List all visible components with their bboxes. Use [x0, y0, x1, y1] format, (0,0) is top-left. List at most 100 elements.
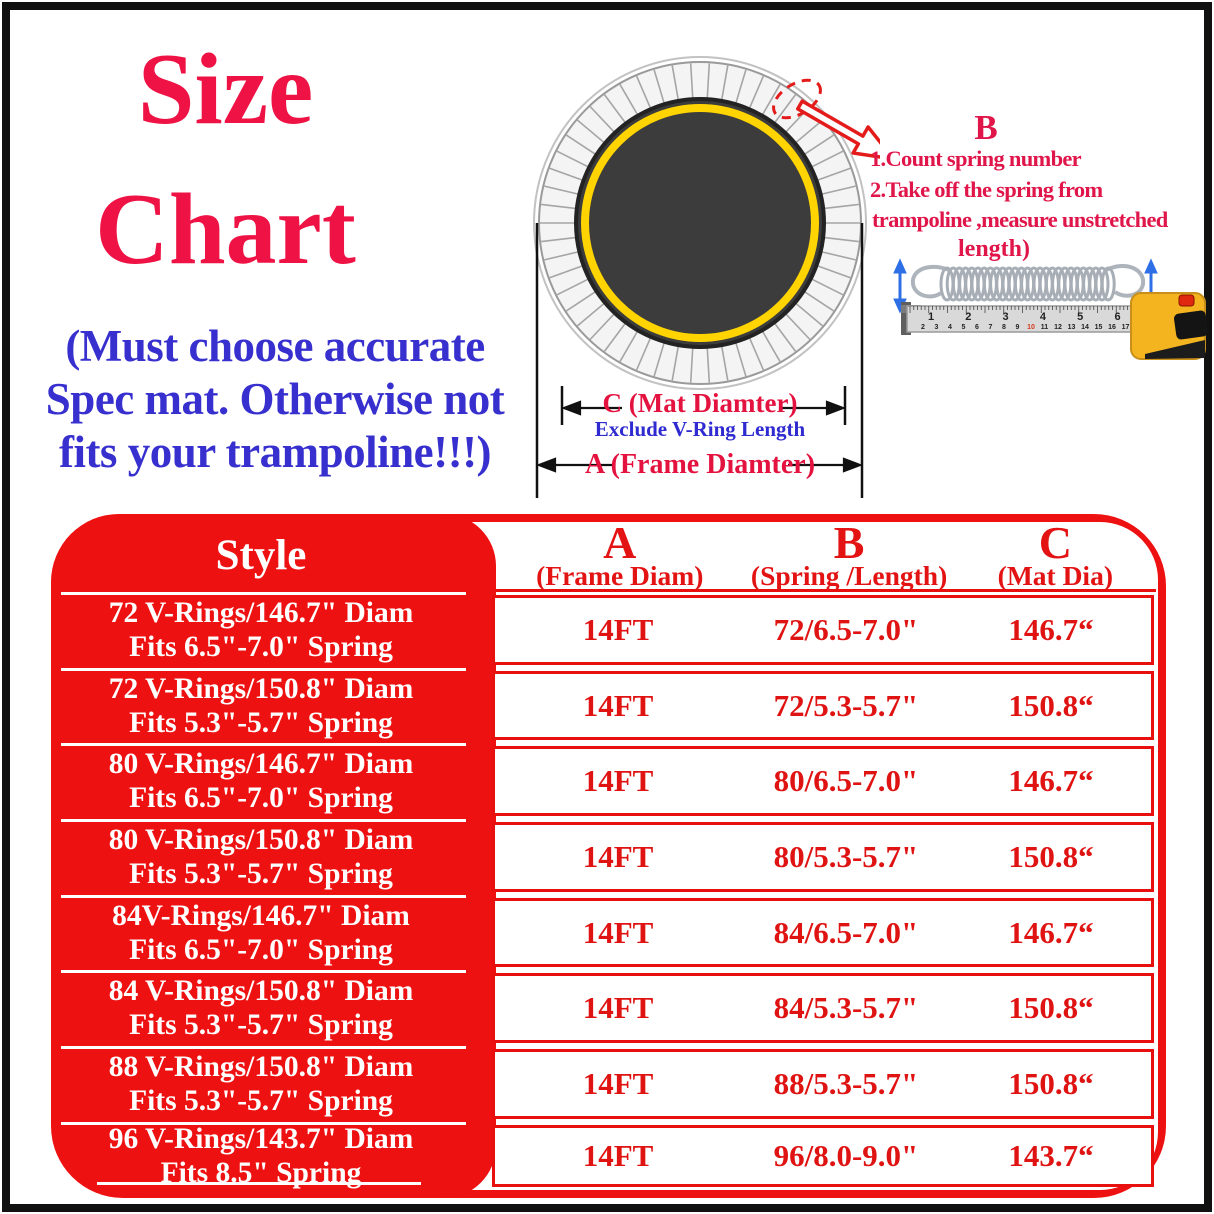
svg-text:8: 8: [1002, 324, 1006, 331]
svg-text:13: 13: [1068, 324, 1076, 331]
svg-text:3: 3: [1003, 311, 1009, 323]
mat-dia-value: 146.7“: [1008, 914, 1094, 950]
warning-line-3: fits your trampoline!!!): [58, 427, 492, 477]
size-table: Style A (Frame Diam) B (Spring /Length) …: [51, 514, 1166, 1198]
value-row: 14FT 72/6.5-7.0" 146.7“: [492, 595, 1154, 665]
spring-left-hook: [910, 264, 950, 299]
svg-text:17: 17: [1122, 324, 1130, 331]
spring-instruction-3: trampoline ,measure unstretched: [872, 207, 1168, 232]
spring-value: 72/6.5-7.0": [773, 612, 919, 647]
column-sub-a: (Frame Diam): [536, 560, 704, 591]
svg-text:7: 7: [989, 324, 993, 331]
style-line2: Fits 5.3"-5.7" Spring: [129, 1085, 393, 1117]
frame-diam-value: 14FT: [582, 1138, 654, 1173]
svg-text:15: 15: [1095, 324, 1103, 331]
frame-diam-value: 14FT: [582, 914, 654, 950]
frame-diameter-lines: [535, 223, 864, 498]
style-line2: Fits 8.5" Spring: [160, 1157, 362, 1189]
frame-diam-value: 14FT: [582, 763, 654, 798]
style-line2: Fits 6.5"-7.0" Spring: [129, 934, 393, 966]
spring-value: 84/5.3-5.7": [773, 990, 919, 1025]
style-line1: 72 V-Rings/146.7" Diam: [108, 597, 414, 629]
value-row: 14FT 72/5.3-5.7" 150.8“: [492, 671, 1154, 740]
style-line1: 80 V-Rings/150.8" Diam: [108, 824, 414, 856]
page-title: Size Chart: [28, 34, 423, 286]
style-cell: 80 V-Rings/150.8" Diam Fits 5.3"-5.7" Spr…: [51, 821, 496, 893]
spring-coil: [939, 266, 1116, 302]
mat-dia-value: 143.7“: [1008, 1138, 1094, 1173]
warning-line-2: Spec mat. Otherwise not: [45, 374, 505, 424]
tape-numbers: 1 2 3 4 5 62 3 4 5 6 7 8 9 10 11 12 13 14 15 16 17: [921, 311, 1129, 331]
pointer-arrow-icon: [796, 99, 880, 161]
row-separator: [61, 819, 466, 822]
svg-text:10: 10: [1027, 324, 1035, 331]
mat-diameter-arrows: [560, 400, 847, 416]
svg-text:6: 6: [975, 324, 979, 331]
mat-edge: [574, 97, 826, 349]
frame-diameter-arrows: [535, 457, 864, 473]
row-separator: [61, 1122, 466, 1125]
svg-text:11: 11: [1041, 324, 1049, 331]
svg-text:6: 6: [1114, 311, 1120, 323]
style-cell: 84V-Rings/146.7" Diam Fits 6.5"-7.0" Spri…: [51, 897, 496, 969]
mat-dia-value: 150.8“: [1008, 1066, 1094, 1101]
spring-value: 96/8.0-9.0": [773, 1138, 919, 1173]
svg-text:5: 5: [1077, 311, 1083, 323]
spring-value: 80/5.3-5.7": [773, 839, 919, 874]
style-line2: Fits 5.3"-5.7" Spring: [129, 1009, 393, 1041]
style-line2: Fits 6.5"-7.0" Spring: [129, 782, 393, 814]
column-sub-b: (Spring /Length): [750, 560, 948, 591]
mat-gold-ring: [581, 104, 819, 342]
tape-end-hook: [901, 302, 911, 335]
row-separator: [61, 592, 466, 595]
value-row: 14FT 96/8.0-9.0" 143.7“: [492, 1125, 1154, 1187]
style-cell: 88 V-Rings/150.8" Diam Fits 5.3"-5.7" Spr…: [51, 1048, 496, 1120]
spring-instruction-4: length): [958, 236, 1030, 262]
column-letter-c: C: [1038, 517, 1072, 568]
spring-instruction-2: 2.Take off the spring from: [870, 177, 1103, 202]
column-header-b: B (Spring /Length): [744, 520, 955, 591]
spring-section-title: B: [974, 108, 998, 147]
tape-grip: [1173, 310, 1209, 340]
frame-diameter-label: A (Frame Diamter): [584, 449, 816, 480]
frame-diam-value: 14FT: [582, 839, 654, 874]
mat-diameter-label: C (Mat Diamter): [602, 388, 798, 418]
value-row: 14FT 88/5.3-5.7" 150.8“: [492, 1049, 1154, 1119]
svg-text:3: 3: [935, 324, 939, 331]
svg-text:16: 16: [1108, 324, 1116, 331]
style-line2: Fits 6.5"-7.0" Spring: [129, 631, 393, 663]
style-column-header: Style: [215, 532, 307, 579]
column-letter-a: A: [603, 517, 637, 568]
style-column-background: [51, 514, 496, 1198]
svg-text:5: 5: [962, 324, 966, 331]
frame-diam-value: 14FT: [582, 1066, 654, 1101]
trampoline-diagram: [533, 56, 880, 498]
tape-body-base: [1145, 340, 1205, 359]
svg-text:1: 1: [928, 311, 934, 323]
mat-dia-value: 146.7“: [1008, 612, 1094, 647]
mat-dia-value: 146.7“: [1008, 763, 1094, 798]
spring-value: 88/5.3-5.7": [773, 1066, 919, 1101]
table-header-row: A (Frame Diam) B (Spring /Length) C (Mat…: [496, 517, 1156, 592]
value-row: 14FT 80/6.5-7.0" 146.7“: [492, 746, 1154, 816]
style-line1: 84V-Rings/146.7" Diam: [112, 900, 410, 932]
tape-lock-button: [1178, 294, 1195, 307]
style-line1: 80 V-Rings/146.7" Diam: [108, 748, 414, 780]
style-cell: 80 V-Rings/146.7" Diam Fits 6.5"-7.0" Spr…: [51, 745, 496, 817]
mat-dia-value: 150.8“: [1008, 687, 1094, 723]
style-line1: 88 V-Rings/150.8" Diam: [108, 1051, 414, 1083]
spring-measuring-illustration: 1 2 3 4 5 62 3 4 5 6 7 8 9 10 11 12 13 14 15 16 17: [893, 258, 1209, 360]
style-line1: 96 V-Rings/143.7" Diam: [108, 1123, 414, 1155]
value-row: 14FT 84/6.5-7.0" 146.7“: [492, 898, 1154, 967]
spring-segments: [540, 63, 860, 383]
warning-line-1: (Must choose accurate: [65, 321, 485, 371]
style-cell: 72 V-Rings/150.8" Diam Fits 5.3"-5.7" Spr…: [51, 670, 496, 742]
svg-text:9: 9: [1016, 324, 1020, 331]
spring-instruction-1: 1.Count spring number: [870, 146, 1082, 171]
row-separator: [97, 1182, 421, 1185]
spring-right-hook: [1105, 264, 1146, 298]
svg-text:14: 14: [1081, 324, 1089, 331]
svg-text:4: 4: [1040, 311, 1047, 323]
style-line2: Fits 5.3"-5.7" Spring: [129, 707, 393, 739]
